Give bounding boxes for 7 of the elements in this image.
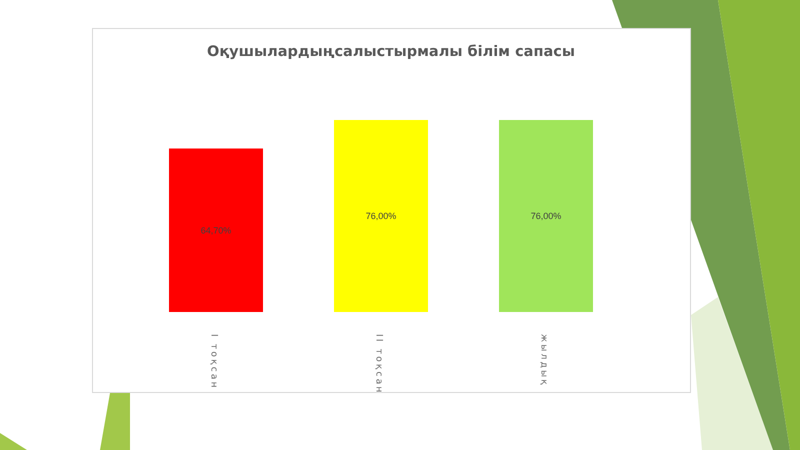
data-label: 76,00% [530, 211, 562, 222]
data-label: 64,70% [200, 225, 232, 236]
x-tick-label: жылдық [538, 334, 548, 387]
x-tick-label: ІІ тоқсан [374, 334, 384, 395]
chart-title: Оқушылардыңсалыстырмалы білім сапасы [206, 44, 576, 60]
x-tick-label: І тоқсан [208, 334, 218, 390]
data-label: 76,00% [366, 211, 396, 222]
